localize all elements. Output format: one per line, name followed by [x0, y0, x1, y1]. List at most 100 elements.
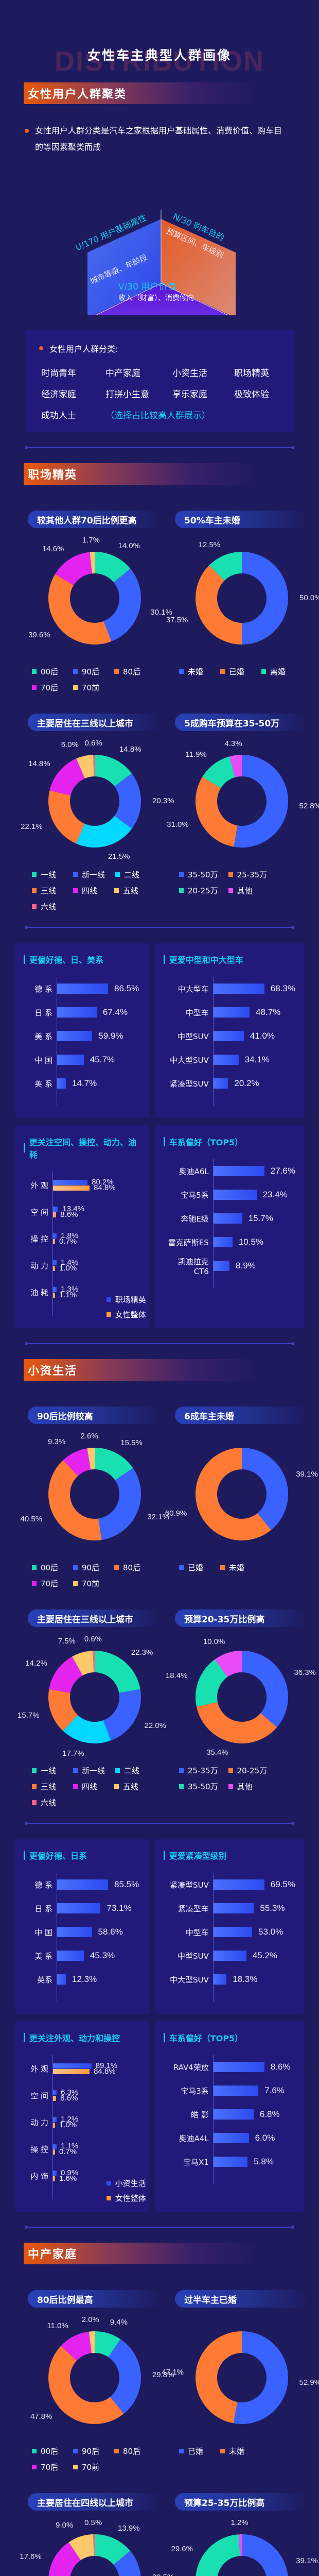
legend-swatch-icon [32, 888, 37, 893]
bar-row: 中型SUV 41.0% [178, 1031, 275, 1041]
pie-value-label: 14.2% [25, 1659, 47, 1668]
bar [212, 2133, 249, 2143]
bar-row: 紧凑型车 55.3% [178, 1903, 285, 1913]
pie-heading: 预算20-35万比例高 [175, 1609, 309, 1627]
pie-slice [202, 756, 236, 788]
bar [57, 1927, 92, 1937]
legend-item: 70前 [73, 682, 104, 693]
legend-item: 其他 [228, 1781, 259, 1792]
bar [57, 1974, 66, 1985]
pie-slice [48, 2346, 124, 2424]
pie-legend: 一线 新一线 二线 三线 四线 五线 六线 [28, 869, 162, 912]
title-bar-icon [163, 1137, 165, 1146]
pie-value-label: 30.1% [150, 608, 172, 617]
bar-row: 凯迪拉克CT6 8.9% [178, 1257, 256, 1276]
pie-slice [95, 1651, 140, 1693]
legend-swatch-icon [32, 1784, 37, 1789]
pie-value-label: 9.4% [110, 2317, 128, 2327]
comparison-row: 空 间 6.3% 8.6% [30, 2088, 79, 2103]
title-bar-icon [24, 2033, 25, 2042]
pie-heading: 50%车主未婚 [175, 511, 309, 528]
bar-row: 奥迪A6L 27.6% [179, 1166, 295, 1176]
legend-item: 离婚 [261, 666, 292, 677]
legend-swatch-icon [73, 2449, 78, 2453]
pie-block: 90后比例较高 15.5% 32.1% 40.5% 9.3% 2.6% 00后 90后 80… [21, 1406, 169, 1589]
comparison-row: 外 观 89.1% 84.8% [30, 2061, 118, 2076]
pie-legend: 00后 90后 80后 70后 70前 [28, 1562, 162, 1589]
pie-value-label: 15.7% [17, 1710, 40, 1720]
bar-row: 英系 12.3% [37, 1974, 97, 1985]
pie-slice [48, 790, 85, 844]
donut-chart [196, 552, 288, 645]
pie-slice [63, 1715, 111, 1743]
pie-slice [103, 568, 141, 641]
legend-item: 00后 [32, 2446, 63, 2456]
legend-swatch-icon [73, 872, 78, 877]
pie-value-label: 17.7% [62, 1749, 84, 1758]
legend-item: 00后 [32, 1562, 63, 1573]
pie-value-label: 13.9% [118, 2523, 140, 2533]
bar [57, 1903, 101, 1913]
pie-value-label: 21.5% [108, 852, 130, 861]
pie-value-label: 60.9% [165, 1509, 187, 1518]
legend-swatch-icon [228, 888, 233, 893]
pie-value-label: 12.5% [198, 540, 221, 549]
legend-item: 已婚 [179, 2446, 210, 2456]
legend-swatch-icon [220, 669, 225, 674]
bar-row: 中大型车 68.3% [178, 984, 295, 994]
legend-swatch-icon [32, 1581, 37, 1586]
legend-item: 未婚 [220, 1562, 251, 1573]
legend-item: 25-35万 [179, 1765, 218, 1776]
legend-swatch-icon [228, 872, 233, 877]
legend-swatch-icon [179, 1768, 184, 1773]
pie-slice [98, 1468, 141, 1540]
legend-item: 90后 [73, 1562, 104, 1573]
donut-chart [48, 1448, 141, 1540]
title-bar-icon [24, 955, 25, 964]
pie-value-label: 17.6% [20, 2552, 42, 2562]
concern-legend: 职场精英 女性整体 [106, 1290, 146, 1320]
overall-bar [52, 2122, 55, 2128]
cluster-item: 打拼小生意 [105, 389, 149, 400]
legend-swatch-icon [179, 888, 184, 893]
legend-item: 三线 [32, 1781, 63, 1792]
legend-swatch-icon [261, 669, 266, 674]
pie-value-label: 32.1% [147, 1512, 169, 1521]
bar-row: 中型SUV 45.2% [178, 1951, 278, 1961]
legend-swatch-icon [179, 2449, 184, 2453]
legend-swatch-icon [32, 904, 37, 909]
legend-item: 新一线 [73, 1765, 105, 1776]
level-card: 更爱中型和中大型车 中大型车 68.3% 中型车 48.7% 中型SUV 41.… [155, 943, 304, 1118]
legend-item: 70前 [73, 2462, 104, 2472]
cluster-item: 享乐家庭 [172, 389, 207, 400]
bar-row: 宝马X1 5.8% [183, 2157, 274, 2167]
title-bar-icon [163, 2033, 165, 2042]
section-divider [25, 446, 294, 450]
bar [212, 2157, 248, 2167]
segment-bar [52, 1179, 88, 1185]
pie-value-label: 29.6% [171, 2545, 193, 2554]
pie-value-label: 0.6% [84, 739, 102, 748]
bar [212, 1951, 246, 1961]
bullet-dot-icon [25, 129, 29, 133]
cube-svg: U/170 用户基础属性 N/30 购车目的 城市等级、年龄段 预算区间、车级别 [74, 210, 245, 352]
legend-swatch-icon [73, 1784, 78, 1789]
pie-slice [48, 574, 112, 645]
bar [212, 1007, 250, 1018]
pie-heading: 5成购车预算在35-50万 [175, 714, 309, 731]
bar-row: 中型车 48.7% [185, 1007, 281, 1018]
pie-slice [93, 2534, 95, 2556]
bar-row: 皓 影 6.8% [191, 2109, 280, 2120]
legend-swatch-icon [220, 2449, 225, 2453]
pie-slice [114, 773, 141, 829]
legend-swatch-icon [73, 1768, 78, 1773]
donut-chart [48, 2331, 141, 2424]
pie-slice [95, 2534, 130, 2565]
legend-swatch-icon [32, 685, 37, 690]
pie-slice [108, 2339, 141, 2414]
pie-value-label: 47.1% [162, 2367, 184, 2377]
title-bar-icon [163, 955, 165, 964]
legend-item: 五线 [114, 885, 145, 896]
bar-row: 中大型SUV 34.1% [170, 1055, 270, 1065]
pie-block: 预算25-35万比例高 39.1%30.2%29.6%1.2% 25-35万35… [171, 2493, 318, 2576]
